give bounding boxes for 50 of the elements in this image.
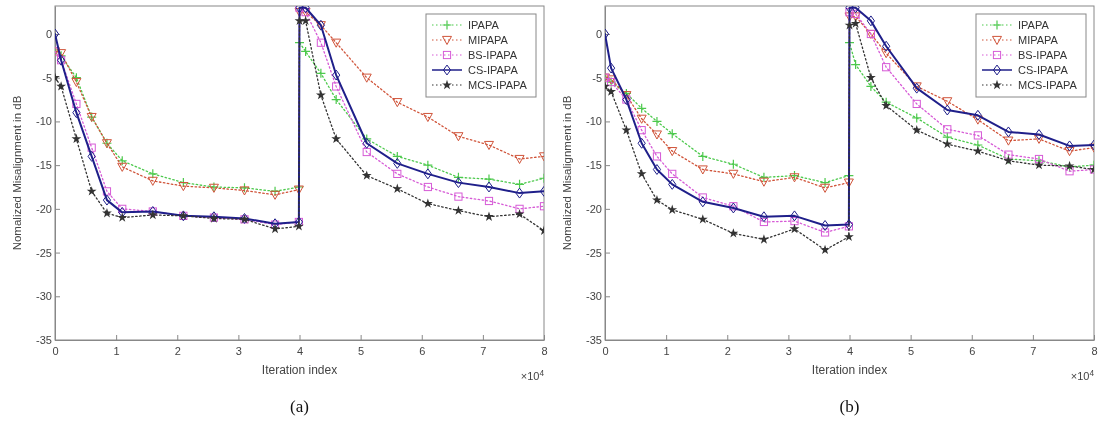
- y-tick-label: -35: [36, 334, 52, 347]
- y-axis-title: Nomalized Misalignment in dB: [11, 95, 23, 251]
- x-tick-label: 7: [1030, 345, 1037, 358]
- legend-label: BS-IPAPA: [468, 49, 518, 61]
- y-tick-label: -30: [36, 290, 52, 303]
- text: (b): [839, 397, 860, 416]
- x-tick-label: 1: [113, 345, 120, 358]
- legend-label: MIPAPA: [1018, 34, 1059, 46]
- x-tick-label: 3: [785, 345, 792, 358]
- x-tick-label: 8: [541, 345, 548, 358]
- x-tick-label: 2: [724, 345, 731, 358]
- text: (a): [290, 397, 309, 416]
- x-axis-title: Iteration index: [811, 363, 888, 377]
- x-tick-label: 5: [908, 345, 915, 358]
- x-tick-label: 6: [419, 345, 426, 358]
- x-tick-label: 4: [846, 345, 854, 358]
- y-tick-label: 0: [45, 28, 52, 40]
- x-tick-label: 3: [235, 345, 242, 358]
- legend-label: CS-IPAPA: [1018, 64, 1069, 76]
- x-tick-label: 5: [358, 345, 365, 358]
- y-axis-title: Nomalized Misalignment in dB: [561, 95, 573, 251]
- legend-label: BS-IPAPA: [1018, 49, 1068, 61]
- text: ×10$^{4}$: [1070, 368, 1095, 382]
- legend-label: IPAPA: [1018, 19, 1050, 31]
- x-tick-label: 8: [1091, 345, 1098, 358]
- x-tick-label: 1: [663, 345, 670, 358]
- legend-label: MIPAPA: [468, 34, 509, 46]
- y-tick-label: -25: [586, 246, 602, 259]
- y-tick-label: 0: [595, 28, 602, 40]
- text: ×10$^{4}$: [520, 368, 545, 382]
- y-tick-label: -15: [586, 159, 602, 172]
- y-tick-label: -25: [36, 246, 52, 259]
- legend-label: MCS-IPAPA: [468, 79, 528, 91]
- legend-label: IPAPA: [468, 19, 500, 31]
- y-tick-label: -35: [586, 334, 602, 347]
- y-tick-label: -20: [36, 202, 52, 215]
- y-tick-label: -5: [592, 71, 602, 84]
- x-axis-title: Iteration index: [261, 363, 338, 377]
- y-tick-label: -10: [36, 115, 52, 128]
- x-tick-label: 2: [174, 345, 181, 358]
- x-tick-label: 7: [480, 345, 487, 358]
- x-tick-label: 4: [296, 345, 304, 358]
- y-tick-label: -20: [586, 202, 602, 215]
- y-tick-label: -15: [36, 159, 52, 172]
- legend-label: MCS-IPAPA: [1018, 79, 1078, 91]
- y-tick-label: -5: [42, 71, 52, 84]
- y-tick-label: -30: [586, 290, 602, 303]
- y-tick-label: -10: [586, 115, 602, 128]
- x-tick-label: 6: [969, 345, 976, 358]
- legend-label: CS-IPAPA: [468, 64, 519, 76]
